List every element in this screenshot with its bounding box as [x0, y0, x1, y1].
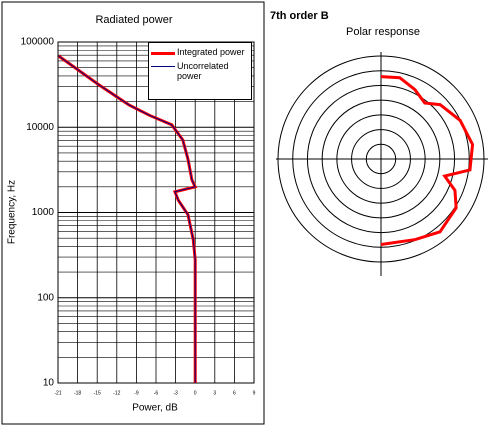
legend: Integrated power Uncorrelated power — [148, 42, 252, 100]
legend-entry: Uncorrelated power — [151, 61, 249, 81]
x-tick-label: -18 — [74, 390, 81, 396]
polar-line — [380, 75, 475, 246]
x-tick-label: -3 — [173, 390, 178, 396]
legend-swatch — [151, 52, 175, 55]
legend-label: Integrated power — [177, 47, 245, 57]
chart-title: Radiated power — [95, 14, 172, 26]
x-tick-label: 0 — [194, 390, 197, 396]
x-tick-label: -15 — [94, 390, 101, 396]
chart-title: 7th order B — [270, 10, 329, 22]
legend-label: Uncorrelated power — [177, 61, 229, 81]
y-tick-label: 10 — [43, 378, 55, 389]
x-tick-label: -21 — [54, 390, 61, 396]
x-tick-label: -12 — [113, 390, 120, 396]
y-tick-label: 100000 — [21, 37, 55, 48]
legend-entry: Integrated power — [151, 47, 249, 57]
y-tick-label: 100 — [37, 292, 54, 303]
legend-swatch — [151, 66, 175, 67]
x-tick-label: -9 — [134, 390, 139, 396]
frame — [1, 1, 265, 425]
x-tick-label: 6 — [233, 390, 236, 396]
y-axis-label: Frequency, Hz — [7, 180, 18, 244]
x-tick-label: 9 — [253, 390, 256, 396]
y-tick-label: 10000 — [26, 122, 54, 133]
data-line — [58, 55, 196, 383]
x-tick-label: -6 — [154, 390, 159, 396]
chart-subtitle: Polar response — [346, 26, 420, 38]
x-tick-label: 3 — [213, 390, 216, 396]
x-axis-label: Power, dB — [132, 403, 178, 414]
y-tick-label: 1000 — [32, 207, 55, 218]
